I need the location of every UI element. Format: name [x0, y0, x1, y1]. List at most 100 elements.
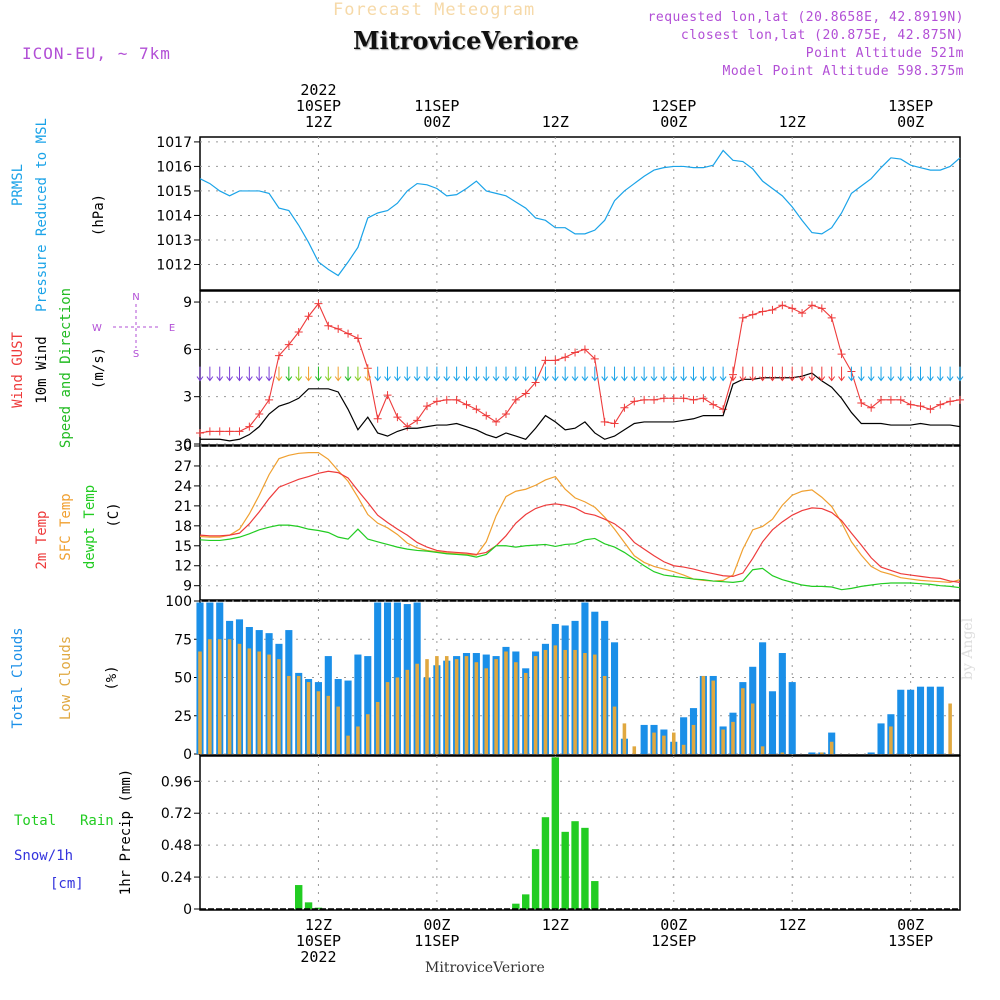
- y-tick-label: 0.96: [161, 774, 192, 790]
- gust-marker: [778, 301, 787, 310]
- gust-marker: [699, 394, 708, 403]
- low-cloud-bar: [366, 714, 370, 754]
- panel-wind: 0 3 6 9 N W E S: [92, 290, 964, 453]
- wind-direction-arrow: [670, 366, 678, 382]
- low-cloud-bar: [652, 732, 656, 754]
- y-tick-label: 1014: [156, 208, 192, 224]
- wind-direction-arrow: [394, 366, 401, 382]
- gust-marker: [748, 310, 757, 319]
- low-cloud-bar: [701, 675, 706, 754]
- wind-direction-arrow: [285, 366, 293, 382]
- low-cloud-bar: [671, 732, 676, 754]
- gust-marker: [798, 309, 807, 318]
- gust-marker: [956, 395, 964, 404]
- gust-marker: [659, 394, 668, 403]
- gust-marker: [867, 403, 876, 412]
- gust-marker: [610, 419, 619, 428]
- wind-direction-arrow: [344, 366, 352, 382]
- wind-direction-arrow: [650, 366, 658, 382]
- y-tick-label: 9: [183, 579, 192, 595]
- model-name: ICON-EU, ~ 7km: [22, 44, 171, 63]
- compass-cross: [113, 304, 159, 348]
- low-cloud-bar: [247, 648, 252, 754]
- panel-frame: [199, 290, 961, 446]
- low-cloud-bar: [257, 651, 261, 754]
- pressure-line: [199, 149, 961, 277]
- bottom-time-label: 00Z: [423, 916, 450, 934]
- gust-marker: [679, 394, 688, 403]
- rain-bar: [581, 827, 589, 909]
- low-cloud-bar: [543, 649, 548, 754]
- low-cloud-bar: [573, 649, 577, 754]
- wind-direction-arrow: [542, 366, 549, 382]
- y-tick-label: 1015: [156, 184, 192, 200]
- y-tick-label: 1017: [156, 135, 192, 151]
- wind-direction-arrow: [660, 366, 668, 382]
- y-tick-label: 25: [174, 709, 192, 725]
- gust-marker: [946, 397, 955, 406]
- wind-direction-arrow: [759, 366, 766, 382]
- low-cloud-bar: [415, 663, 419, 754]
- top-time-label: 12Z: [542, 113, 569, 131]
- total-cloud-bar: [916, 686, 925, 754]
- low-cloud-bar: [316, 691, 321, 754]
- total-cloud-bar: [788, 682, 796, 754]
- low-cloud-bar: [346, 735, 350, 754]
- gust-marker: [403, 422, 412, 431]
- total-cloud-bar: [926, 686, 934, 754]
- wind-direction-arrow: [255, 366, 263, 382]
- compass-rose: N W E S: [92, 292, 175, 360]
- low-cloud-bar: [593, 654, 597, 754]
- wind-direction-arrow: [265, 366, 273, 382]
- y-tick-label: 30: [174, 439, 192, 455]
- model-point-altitude: Model Point Altitude 598.375m: [722, 64, 964, 79]
- y-tick-label: 1013: [156, 233, 192, 249]
- gust-marker: [669, 394, 678, 403]
- wind-direction-arrow: [334, 366, 342, 382]
- total-cloud-bar: [374, 602, 382, 754]
- wind-direction-arrow: [838, 366, 845, 382]
- wind-direction-arrow: [611, 366, 618, 382]
- gust-label: Wind GUST: [10, 332, 26, 408]
- wind-direction-arrow: [680, 366, 688, 382]
- low-cloud-bar: [829, 741, 834, 754]
- low-cloud-bar: [612, 706, 617, 754]
- low-cloud-bar: [425, 659, 429, 754]
- gust-marker: [196, 428, 204, 437]
- wind-direction-arrow: [324, 366, 332, 382]
- temp-2m-line: [199, 470, 961, 583]
- gust-marker: [916, 402, 925, 411]
- rain-bar: [551, 757, 560, 909]
- low-cloud-bar: [217, 639, 222, 754]
- clouds-unit-label: (%): [104, 665, 120, 690]
- pressure-label: PRMSL: [10, 164, 26, 206]
- wind-direction-arrow: [630, 366, 638, 382]
- low-cloud-bar: [523, 672, 528, 754]
- compass-s: S: [133, 349, 139, 360]
- y-tick-label: 0: [183, 437, 192, 453]
- y-tick-label: 12: [174, 559, 192, 575]
- low-cloud-bar: [750, 703, 755, 754]
- bottom-time-label: 12Z: [305, 916, 332, 934]
- wind-direction-arrow: [936, 366, 944, 382]
- wind-direction-arrow: [778, 366, 786, 382]
- top-time-label: 10SEP: [296, 97, 341, 115]
- wind-direction-arrow: [433, 366, 441, 382]
- total-cloud-bar: [344, 680, 352, 754]
- y-tick-label: 0.72: [161, 806, 192, 822]
- faint-title: Forecast Meteogram: [333, 0, 536, 20]
- compass-n: N: [132, 292, 139, 303]
- low-clouds-label: Low Clouds: [58, 636, 74, 720]
- bottom-time-label: 00Z: [660, 916, 687, 934]
- wind-direction-arrow: [403, 366, 411, 382]
- top-time-label: 13SEP: [888, 97, 933, 115]
- top-time-label: 12SEP: [651, 97, 696, 115]
- total-cloud-bar: [364, 656, 372, 754]
- wind-direction-arrow: [512, 366, 520, 382]
- temp-2m-label: 2m Temp: [34, 510, 50, 569]
- footer-station: MitroviceVeriore: [425, 960, 545, 976]
- y-tick-label: 27: [174, 459, 192, 475]
- gust-marker: [571, 348, 580, 357]
- gust-marker: [620, 403, 629, 412]
- wind-direction-arrow: [828, 366, 836, 382]
